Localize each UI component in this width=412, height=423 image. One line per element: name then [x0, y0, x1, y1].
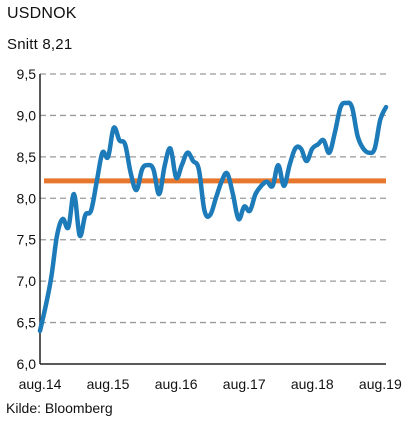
y-tick-label: 8,0 [17, 190, 37, 206]
y-tick-label: 9,0 [17, 107, 37, 123]
x-tick-label: aug.14 [19, 376, 62, 392]
y-tick-label: 6,5 [17, 315, 37, 331]
chart-subtitle: Snitt 8,21 [7, 36, 73, 53]
x-tick-label: aug.17 [223, 376, 266, 392]
y-tick-label: 8,5 [17, 149, 37, 165]
x-tick-label: aug.15 [87, 376, 130, 392]
y-tick-label: 7,0 [17, 273, 37, 289]
y-tick-label: 7,5 [17, 232, 37, 248]
y-axis-ticks: 6,0 6,5 7,0 7,5 8,0 8,5 9,0 9,5 [17, 66, 37, 372]
x-axis-ticks: aug.14 aug.15 aug.16 aug.17 aug.18 aug.19 [19, 376, 402, 392]
x-tick-label: aug.19 [359, 376, 402, 392]
usdnok-series-line [37, 100, 389, 334]
y-tick-label: 9,5 [17, 66, 37, 82]
x-tick-label: aug.16 [155, 376, 198, 392]
y-tick-label: 6,0 [17, 356, 37, 372]
source-note: Kilde: Bloomberg [6, 400, 113, 416]
grid-lines [40, 73, 386, 324]
chart-title: USDNOK [7, 5, 77, 22]
x-tick-label: aug.18 [291, 376, 334, 392]
